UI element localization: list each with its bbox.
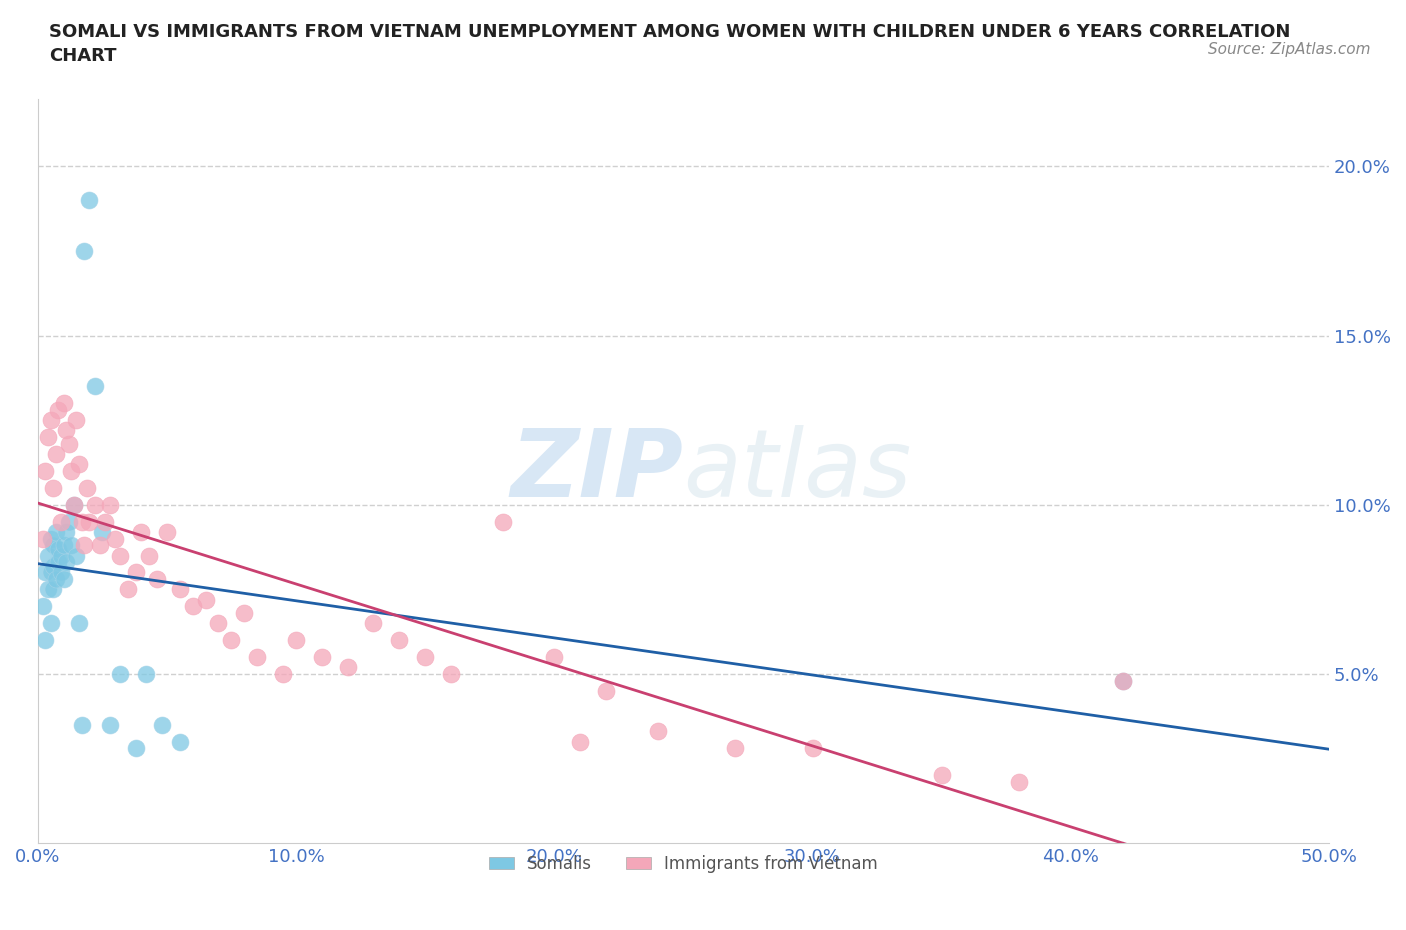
Point <box>45 446 67 461</box>
Point <box>48 541 70 556</box>
Legend: Somalis, Immigrants from Vietnam: Somalis, Immigrants from Vietnam <box>482 848 884 880</box>
Point <box>125 565 148 580</box>
Point <box>491 514 513 529</box>
Point <box>145 572 167 587</box>
Point <box>931 768 953 783</box>
Point <box>181 599 204 614</box>
Point <box>67 616 90 631</box>
Point <box>150 717 173 732</box>
Point <box>60 538 83 552</box>
Point <box>110 548 132 563</box>
Point <box>169 734 191 749</box>
Point <box>42 481 65 496</box>
Point <box>233 605 256 620</box>
Point <box>129 525 152 539</box>
Point <box>76 481 98 496</box>
Point <box>169 582 191 597</box>
Point <box>413 650 436 665</box>
Point <box>104 531 127 546</box>
Point <box>49 548 72 563</box>
Point <box>31 531 53 546</box>
Point <box>271 667 294 682</box>
Point <box>89 538 111 552</box>
Point <box>65 548 87 563</box>
Point <box>37 430 59 445</box>
Point <box>135 667 157 682</box>
Point <box>31 599 53 614</box>
Point <box>285 632 308 647</box>
Point <box>70 717 93 732</box>
Point <box>39 616 62 631</box>
Point <box>39 531 62 546</box>
Point <box>440 667 463 682</box>
Point <box>221 632 243 647</box>
Point <box>388 632 411 647</box>
Point <box>83 379 105 393</box>
Point <box>37 582 59 597</box>
Point <box>595 684 617 698</box>
Point <box>543 650 565 665</box>
Point <box>39 565 62 580</box>
Point <box>58 514 80 529</box>
Point <box>194 592 217 607</box>
Point <box>1008 775 1031 790</box>
Point <box>73 538 96 552</box>
Point <box>42 538 65 552</box>
Point <box>49 565 72 580</box>
Point <box>42 558 65 573</box>
Point <box>363 616 385 631</box>
Text: Source: ZipAtlas.com: Source: ZipAtlas.com <box>1208 42 1371 57</box>
Point <box>98 717 121 732</box>
Text: ZIP: ZIP <box>510 425 683 517</box>
Point <box>45 525 67 539</box>
Point <box>65 413 87 428</box>
Point <box>34 632 56 647</box>
Point <box>55 423 77 438</box>
Point <box>39 413 62 428</box>
Point <box>724 741 747 756</box>
Point <box>63 498 86 512</box>
Point <box>34 463 56 478</box>
Point <box>48 403 70 418</box>
Point <box>73 244 96 259</box>
Point <box>156 525 179 539</box>
Text: SOMALI VS IMMIGRANTS FROM VIETNAM UNEMPLOYMENT AMONG WOMEN WITH CHILDREN UNDER 6: SOMALI VS IMMIGRANTS FROM VIETNAM UNEMPL… <box>49 23 1291 65</box>
Point <box>138 548 160 563</box>
Point <box>48 555 70 570</box>
Point <box>58 436 80 451</box>
Point <box>79 514 101 529</box>
Point <box>569 734 592 749</box>
Point <box>1111 673 1133 688</box>
Point <box>91 525 114 539</box>
Point <box>246 650 269 665</box>
Point <box>52 572 75 587</box>
Point <box>70 514 93 529</box>
Point <box>801 741 824 756</box>
Point <box>647 724 669 739</box>
Point <box>336 659 359 674</box>
Text: atlas: atlas <box>683 425 911 516</box>
Point <box>125 741 148 756</box>
Point <box>67 457 90 472</box>
Point <box>52 538 75 552</box>
Point <box>94 514 117 529</box>
Point <box>45 572 67 587</box>
Point <box>42 582 65 597</box>
Point <box>207 616 229 631</box>
Point <box>98 498 121 512</box>
Point <box>34 565 56 580</box>
Point <box>55 555 77 570</box>
Point <box>117 582 139 597</box>
Point <box>1111 673 1133 688</box>
Point <box>55 525 77 539</box>
Point <box>60 463 83 478</box>
Point <box>63 498 86 512</box>
Point <box>79 193 101 207</box>
Point <box>83 498 105 512</box>
Point <box>52 396 75 411</box>
Point <box>311 650 333 665</box>
Point <box>49 514 72 529</box>
Point <box>110 667 132 682</box>
Point <box>37 548 59 563</box>
